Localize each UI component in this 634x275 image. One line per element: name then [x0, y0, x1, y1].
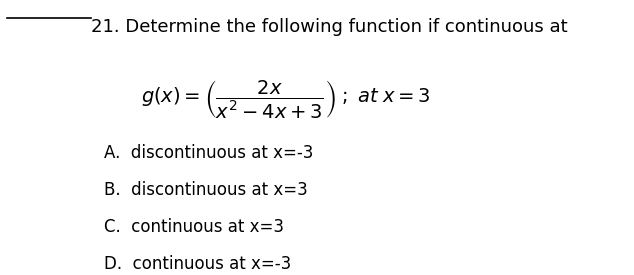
Text: D.  continuous at x=-3: D. continuous at x=-3 — [104, 255, 291, 273]
Text: A.  discontinuous at x=-3: A. discontinuous at x=-3 — [104, 144, 313, 162]
Text: $g(x) = \left(\dfrac{2x}{x^2 - 4x + 3}\right) \; ; \; at \; x = 3$: $g(x) = \left(\dfrac{2x}{x^2 - 4x + 3}\r… — [141, 78, 430, 120]
Text: B.  discontinuous at x=3: B. discontinuous at x=3 — [104, 181, 307, 199]
Text: 21. Determine the following function if continuous at: 21. Determine the following function if … — [91, 18, 568, 36]
Text: C.  continuous at x=3: C. continuous at x=3 — [104, 218, 283, 236]
